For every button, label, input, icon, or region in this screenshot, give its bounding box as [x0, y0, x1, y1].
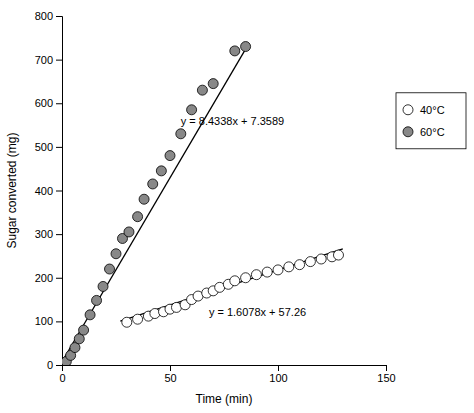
point [208, 79, 218, 89]
y-tick: 700 [35, 54, 62, 66]
y-tick-label: 200 [35, 272, 53, 284]
y-axis-title: Sugar converted (mg) [5, 132, 19, 248]
point [85, 310, 95, 320]
y-tick-mark [56, 321, 62, 322]
point [284, 262, 294, 272]
y-tick-mark [56, 191, 62, 192]
legend-frame [396, 93, 466, 149]
y-tick: 600 [35, 97, 62, 109]
y-tick-mark [56, 16, 62, 17]
point [148, 179, 158, 189]
y-tick-label: 300 [35, 228, 53, 240]
point [98, 281, 108, 291]
x-tick-label: 0 [59, 372, 65, 384]
point [156, 166, 166, 176]
legend-item: 40°C [403, 104, 445, 116]
point [133, 314, 143, 324]
point [241, 273, 251, 283]
point [230, 276, 240, 286]
point [111, 249, 121, 259]
x-tick-label: 50 [164, 372, 176, 384]
chart: 0 50 100 150 0 100 200 300 400 500 600 700 800 Time (… [0, 0, 474, 413]
y-tick: 200 [35, 272, 62, 284]
annotation: y = 1.6078x + 57.26 [209, 306, 306, 318]
y-tick-mark [56, 147, 62, 148]
marks [62, 42, 343, 365]
y-tick-mark [56, 60, 62, 61]
y-tick-label: 600 [35, 97, 53, 109]
point [241, 42, 251, 52]
y-tick-mark [56, 234, 62, 235]
point [187, 105, 197, 115]
point [139, 194, 149, 204]
point [150, 309, 160, 319]
y-tick-label: 100 [35, 315, 53, 327]
y-tick: 300 [35, 228, 62, 240]
legend-symbol [403, 127, 413, 137]
point [122, 317, 132, 327]
y-tick: 800 [35, 10, 62, 22]
legend-label: 60°C [420, 126, 445, 138]
legend: 40°C 60°C [396, 93, 466, 149]
point [295, 260, 305, 270]
legend-item: 60°C [403, 126, 445, 138]
point [305, 257, 315, 267]
point [251, 270, 261, 280]
x-axis-line [63, 366, 387, 372]
y-tick-mark [56, 365, 62, 366]
legend-label: 40°C [420, 104, 445, 116]
point [165, 151, 175, 161]
y-axis: 0 100 200 300 400 500 600 700 800 [35, 10, 63, 371]
point [92, 295, 102, 305]
y-tick-label: 700 [35, 54, 53, 66]
y-tick-mark [56, 103, 62, 104]
x-tick-mark [170, 365, 171, 371]
y-tick-label: 400 [35, 185, 53, 197]
x-axis-title: Time (min) [196, 392, 253, 406]
point [333, 250, 343, 260]
x-tick-mark [386, 365, 387, 371]
point [133, 212, 143, 222]
x-tick: 50 [164, 365, 176, 384]
legend-symbol [403, 105, 413, 115]
x-axis: 0 50 100 150 [59, 365, 395, 384]
point [273, 265, 283, 275]
y-tick-label: 800 [35, 10, 53, 22]
x-tick-label: 100 [269, 372, 287, 384]
series-points [122, 250, 344, 327]
point [230, 46, 240, 56]
annotation: y = 8.4338x + 7.3589 [181, 115, 284, 127]
point [262, 267, 272, 277]
point [176, 129, 186, 139]
plot-area: 0 50 100 150 0 100 200 300 400 500 600 700 800 Time (… [5, 10, 396, 406]
point [124, 227, 134, 237]
x-tick: 100 [269, 365, 287, 384]
point [105, 264, 115, 274]
point [197, 85, 207, 95]
y-tick: 400 [35, 185, 62, 197]
trend-line [120, 249, 342, 321]
x-tick: 150 [377, 365, 395, 384]
y-tick: 0 [47, 359, 62, 371]
x-tick-label: 150 [377, 372, 395, 384]
x-tick: 0 [59, 365, 65, 384]
y-tick: 500 [35, 141, 62, 153]
y-tick-mark [56, 278, 62, 279]
x-tick-mark [278, 365, 279, 371]
point [79, 325, 89, 335]
point [316, 254, 326, 264]
y-axis-line [56, 17, 63, 366]
y-tick-label: 500 [35, 141, 53, 153]
y-tick-label: 0 [47, 359, 53, 371]
y-tick: 100 [35, 315, 62, 327]
